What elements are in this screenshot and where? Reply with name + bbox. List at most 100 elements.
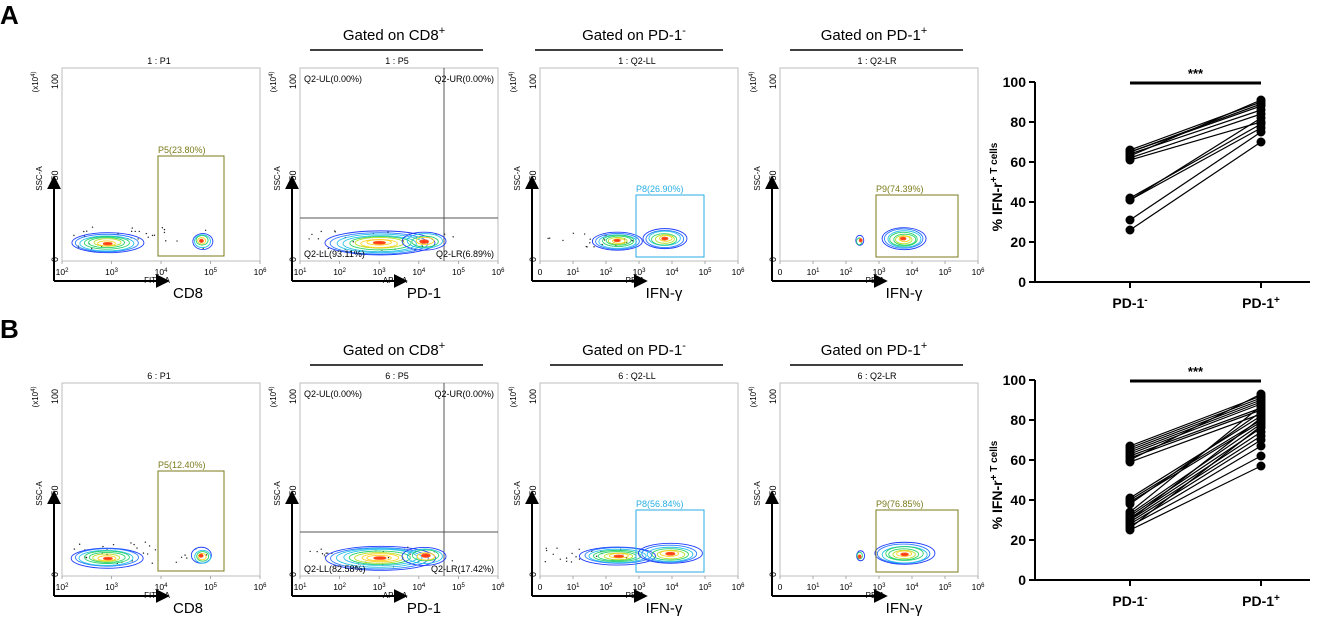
event-dot xyxy=(452,236,454,238)
y-tick-label: 100 xyxy=(50,389,60,404)
pair-line xyxy=(1129,409,1262,459)
contour-line xyxy=(856,550,866,562)
contour-line xyxy=(354,237,405,249)
pd1-pos-point xyxy=(1256,421,1266,431)
event-dot xyxy=(570,561,573,563)
event-dot xyxy=(161,227,164,229)
y-tick-label: 60 xyxy=(1010,154,1026,170)
event-dot xyxy=(309,550,311,553)
contour-line xyxy=(637,542,703,564)
event-dot xyxy=(327,552,329,554)
x-tick-label: 105 xyxy=(452,582,465,592)
flow-plot: Gated on CD8+1 : P5100500(x104)SSC-A1011… xyxy=(269,25,505,302)
x-tick-label: 103 xyxy=(873,267,886,277)
x-tick-label: 104 xyxy=(155,582,168,592)
contour-line xyxy=(401,231,447,251)
pd1-pos-point xyxy=(1256,461,1266,471)
contour-line xyxy=(896,550,913,557)
contour-line xyxy=(858,238,863,243)
pair-line xyxy=(1129,127,1262,201)
contour-line xyxy=(348,550,411,565)
x-tick-label: 0 xyxy=(778,582,783,592)
event-dot xyxy=(142,552,145,554)
plot-title: 1 : Q2-LR xyxy=(857,56,897,66)
gate-header: Gated on PD-1- xyxy=(582,340,686,359)
x-tick-label: 106 xyxy=(732,267,745,277)
y-tick-label: 40 xyxy=(1010,492,1026,508)
pd1-neg-point xyxy=(1125,523,1135,533)
plot-title: 1 : Q2-LL xyxy=(618,56,656,66)
y-scale-label: (x104) xyxy=(269,387,278,408)
contour-line xyxy=(366,554,392,562)
contour-line xyxy=(102,242,113,246)
flow-plot: Gated on PD-1+1 : Q2-LR100500(x104)SSC-A… xyxy=(749,25,985,302)
event-dot xyxy=(578,558,581,560)
event-dot xyxy=(547,237,549,240)
event-dot xyxy=(565,557,568,559)
y-scale-label: (x104) xyxy=(31,72,40,93)
event-dot xyxy=(180,556,183,558)
panel-label: B xyxy=(0,314,19,344)
x-tick-label: 106 xyxy=(254,582,267,592)
quadrant-ul-label: Q2-UL(0.00%) xyxy=(304,389,362,399)
x-tick-label: 106 xyxy=(492,582,505,592)
x-tick-label: 0 xyxy=(538,267,543,277)
y-tick-label: 0 xyxy=(1018,572,1026,588)
category-label: PD-1+ xyxy=(1242,593,1280,610)
y-tick-label: 100 xyxy=(768,74,778,89)
paired-chart: 0 20 40 60 80 100 PD-1- PD-1+ % IFN-r+ T cells **… xyxy=(989,66,1310,311)
x-tick-label: 0 xyxy=(538,582,543,592)
contour-line xyxy=(421,553,431,558)
contour-line xyxy=(192,233,214,250)
event-dot xyxy=(325,552,327,554)
x-tick-label: 106 xyxy=(972,582,985,592)
event-dot xyxy=(316,550,318,553)
contour-line xyxy=(887,230,922,248)
pair-line xyxy=(1129,117,1262,201)
contour-line xyxy=(588,548,647,564)
pair-line xyxy=(1129,403,1262,455)
plot-title: 6 : Q2-LR xyxy=(857,371,897,381)
pair-line xyxy=(1129,103,1262,153)
x-tick-label: 104 xyxy=(906,267,919,277)
gate-label: P5(23.80%) xyxy=(158,145,206,155)
contour-line xyxy=(92,553,121,562)
pd1-neg-point xyxy=(1125,215,1135,225)
category-label: PD-1- xyxy=(1112,593,1147,610)
event-dot xyxy=(586,246,588,248)
marker-label: IFN-γ xyxy=(886,600,923,617)
contour-line xyxy=(366,239,392,246)
plot-title: 6 : Q2-LL xyxy=(618,371,656,381)
y-scale-label: (x104) xyxy=(509,72,518,93)
contour-line xyxy=(602,234,635,247)
gate-label: P9(74.39%) xyxy=(876,184,924,194)
contour-line xyxy=(342,235,417,253)
pair-line xyxy=(1129,411,1262,505)
contour-line xyxy=(335,548,423,568)
y-axis-label: % IFN-r+ T cells xyxy=(989,440,1006,529)
plot-frame xyxy=(61,382,261,577)
x-tick-label: 104 xyxy=(412,582,425,592)
event-dot xyxy=(589,242,591,244)
flow-plot: 6 : P1100500(x104)SSC-A102103104105106FI… xyxy=(31,371,267,617)
pair-line xyxy=(1129,405,1262,513)
x-tick-label: 103 xyxy=(373,582,386,592)
plot-frame xyxy=(779,67,979,262)
plot-frame xyxy=(539,382,739,577)
marker-label: IFN-γ xyxy=(646,285,683,302)
quadrant-ul-label: Q2-UL(0.00%) xyxy=(304,74,362,84)
event-dot xyxy=(91,226,94,228)
flow-plot: 1 : P1100500(x104)SSC-A102103104105106FI… xyxy=(31,56,267,302)
gate-box xyxy=(635,194,705,258)
plot-title: 1 : P5 xyxy=(385,56,409,66)
contour-line xyxy=(900,552,909,557)
contour-line xyxy=(88,237,125,249)
event-dot xyxy=(137,238,139,240)
quadrant-ur-label: Q2-UR(0.00%) xyxy=(434,74,494,84)
x-tick-label: 105 xyxy=(699,267,712,277)
contour-line xyxy=(406,233,443,249)
pair-line xyxy=(1129,121,1262,161)
contour-line xyxy=(613,554,624,558)
contour-line xyxy=(605,235,632,246)
